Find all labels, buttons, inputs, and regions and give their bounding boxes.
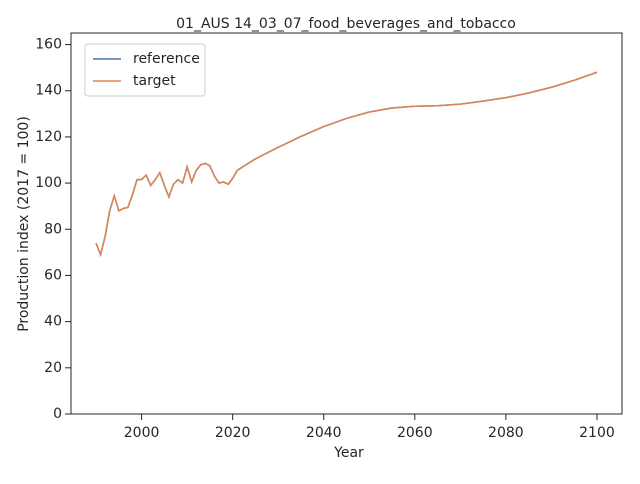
y-tick-label: 100 [35, 175, 62, 191]
legend-label: target [133, 73, 176, 89]
y-tick-label: 80 [44, 221, 62, 237]
legend-label: reference [133, 51, 200, 67]
line-series [95, 71, 598, 258]
x-tick-label: 2000 [124, 425, 160, 441]
y-tick-label: 120 [35, 129, 62, 145]
y-axis-label: Production index (2017 = 100) [16, 116, 32, 332]
x-tick-label: 2080 [488, 425, 524, 441]
y-tick-label: 60 [44, 267, 62, 283]
x-tick-label: 2100 [579, 425, 615, 441]
x-tick-label: 2020 [215, 425, 251, 441]
y-tick-label: 140 [35, 83, 62, 99]
x-tick-label: 2040 [306, 425, 342, 441]
y-tick-label: 20 [44, 360, 62, 376]
y-tick-label: 160 [35, 37, 62, 53]
y-tick-label: 0 [53, 406, 62, 422]
x-tick-label: 2060 [397, 425, 433, 441]
y-tick-label: 40 [44, 314, 62, 330]
chart-title: 01_AUS 14_03_07_food_beverages_and_tobac… [176, 16, 516, 32]
x-axis-label: Year [333, 445, 364, 461]
legend-box [84, 43, 206, 97]
line-series [95, 71, 598, 258]
plot-frame [70, 32, 623, 415]
